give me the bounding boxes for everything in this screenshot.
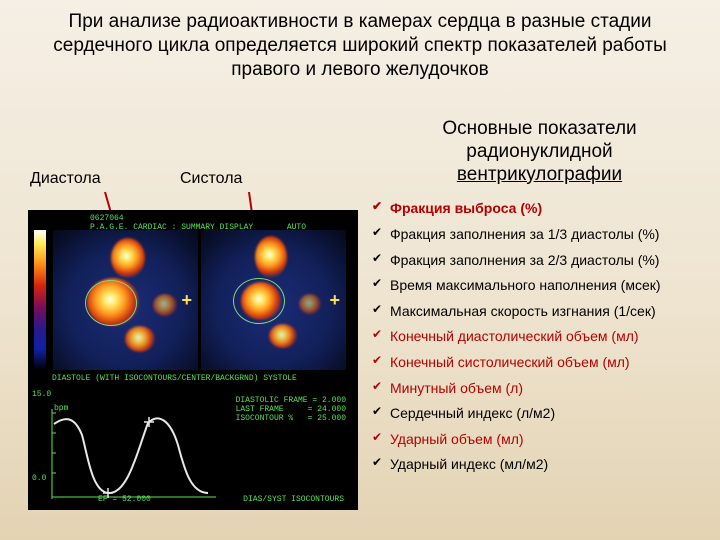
scan-panel-diastole: + (53, 230, 198, 370)
y-max: 15.0 (32, 390, 51, 399)
label-diastole: Диастола (30, 170, 101, 188)
curve-path (54, 418, 208, 493)
label-systole: Систола (180, 170, 242, 188)
subheading: Основные показатели радионуклидной вентр… (372, 118, 707, 186)
volume-curve (48, 409, 218, 504)
scan-panel-systole: + (201, 230, 346, 370)
right-column: Основные показатели радионуклидной вентр… (372, 118, 707, 482)
list-item: Максимальная скорость изгнания (1/сек) (372, 303, 707, 319)
list-item: Фракция заполнения за 1/3 диастолы (%) (372, 226, 707, 242)
scan-readout: DIASTOLIC FRAME = 2.000 LAST FRAME = 24.… (236, 396, 346, 423)
parameter-list: Фракция выброса (%) Фракция заполнения за… (372, 200, 707, 472)
subheading-l2: радионуклидной (466, 141, 612, 162)
list-item: Конечный диастолический объем (мл) (372, 328, 707, 344)
subheading-l1: Основные показатели (442, 118, 636, 139)
list-item: Минутный объем (л) (372, 380, 707, 396)
list-item: Время максимального наполнения (мсек) (372, 277, 707, 293)
list-item: Ударный индекс (мл/м2) (372, 456, 707, 472)
list-item: Конечный систолический объем (мл) (372, 354, 707, 370)
y-min: 0.0 (32, 474, 46, 483)
scan-midline: DIASTOLE (WITH ISOCONTOURS/CENTER/BACKGR… (52, 374, 297, 383)
list-item: Фракция выброса (%) (372, 200, 707, 216)
roi-circle (233, 278, 285, 324)
list-item: Ударный объем (мл) (372, 431, 707, 447)
bg-marker: + (329, 290, 340, 311)
slide-title: При анализе радиоактивности в камерах се… (0, 0, 720, 85)
list-item: Фракция заполнения за 2/3 диастолы (%) (372, 252, 707, 268)
xaxis-label: DIAS/SYST ISOCONTOURS (243, 495, 344, 504)
scan-image: 0627064 P.A.G.E. CARDIAC : SUMMARY DISPL… (28, 210, 358, 510)
bg-marker: + (181, 290, 192, 311)
colorbar (34, 230, 46, 370)
curve-svg (48, 409, 218, 504)
roi-circle (85, 280, 137, 326)
subheading-l3: вентрикулографии (457, 164, 622, 185)
list-item: Сердечный индекс (л/м2) (372, 405, 707, 421)
